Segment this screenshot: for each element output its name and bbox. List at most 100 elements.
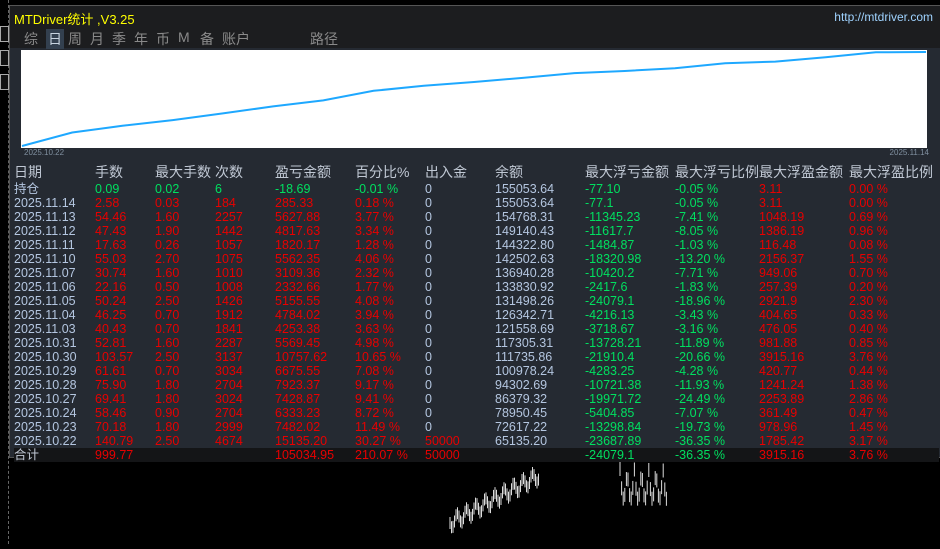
cell: 15135.20 — [275, 434, 328, 448]
column-header: 盈亏金额 — [275, 164, 331, 180]
cell: 0.90 — [155, 406, 180, 420]
cell: 3034 — [215, 364, 243, 378]
cell: 0.70 — [155, 364, 180, 378]
cell: 1.90 — [155, 224, 180, 238]
table-row: 2025.11.07 30.74 1.60 1010 3109.36 2.32 % 0 136… — [14, 266, 939, 280]
cell: 0.00 % — [849, 182, 888, 196]
cell: 5562.35 — [275, 252, 321, 266]
cell: 0 — [425, 196, 432, 210]
chart-start-date: 2025.10.22 — [24, 148, 65, 157]
table-row: 2025.10.30 103.57 2.50 3137 10757.62 10.65 % 0… — [14, 350, 939, 364]
cell: 404.65 — [759, 308, 798, 322]
tab-6[interactable]: 币 — [156, 31, 170, 47]
cell: -21910.4 — [585, 350, 635, 364]
tab-2[interactable]: 周 — [68, 31, 82, 47]
tab-9[interactable]: 账户 — [222, 31, 250, 47]
cell: 1.55 % — [849, 252, 888, 266]
cell: 1386.19 — [759, 224, 805, 238]
cell: 3.63 % — [355, 322, 394, 336]
tab-5[interactable]: 年 — [134, 31, 148, 47]
cell: 0.85 % — [849, 336, 888, 350]
cell: 3024 — [215, 392, 243, 406]
tab-0[interactable]: 综 — [24, 31, 38, 47]
cell: 6333.23 — [275, 406, 321, 420]
cell: 2025.11.06 — [14, 280, 76, 294]
table-row: 2025.10.27 69.41 1.80 3024 7428.87 9.41 % 0 863… — [14, 392, 939, 406]
cell: 111735.86 — [495, 350, 553, 364]
cell: -7.41 % — [675, 210, 719, 224]
cell: 1912 — [215, 308, 243, 322]
cell: 0.20 % — [849, 280, 888, 294]
table-row: 2025.10.22 140.79 2.50 4674 15135.20 30.27 % 5… — [14, 434, 939, 448]
cell: 2025.11.03 — [14, 322, 76, 336]
cell: 1785.42 — [759, 434, 805, 448]
cell: 1.77 % — [355, 280, 394, 294]
cell: 0.09 — [95, 182, 120, 196]
cell: -1.83 % — [675, 280, 719, 294]
cell: -1484.87 — [585, 238, 635, 252]
cell: 1075 — [215, 252, 243, 266]
cell: 155053.64 — [495, 182, 555, 196]
cell: -19971.72 — [585, 392, 642, 406]
cell: 126342.71 — [495, 308, 555, 322]
cell: 2.50 — [155, 294, 180, 308]
cell: -0.05 % — [675, 182, 719, 196]
column-header: 手数 — [95, 164, 123, 180]
cell: 2025.10.31 — [14, 336, 77, 350]
cell: 61.61 — [95, 364, 127, 378]
cell: -13298.84 — [585, 420, 642, 434]
table-row: 2025.11.11 17.63 0.26 1057 1820.17 1.28 % 0 144… — [14, 238, 939, 252]
cell: 1.80 — [155, 420, 180, 434]
cell: 75.90 — [95, 378, 127, 392]
cell: -20.66 % — [675, 350, 726, 364]
cell: 3.77 % — [355, 210, 394, 224]
table-row: 2025.11.04 46.25 0.70 1912 4784.02 3.94 % 0 126… — [14, 308, 939, 322]
cell: 6675.55 — [275, 364, 321, 378]
cell: 0 — [425, 378, 432, 392]
cell: 0 — [425, 280, 432, 294]
cell: 4.08 % — [355, 294, 394, 308]
tab-3[interactable]: 月 — [90, 31, 104, 47]
cell: 149140.43 — [495, 224, 555, 238]
table-row: 2025.11.03 40.43 0.70 1841 4253.38 3.63 % 0 121… — [14, 322, 939, 336]
cell: 2025.11.11 — [14, 238, 75, 252]
website-link[interactable]: http://mtdriver.com — [834, 10, 933, 24]
cell: 2025.11.10 — [14, 252, 76, 266]
cell: 2025.10.24 — [14, 406, 77, 420]
tab-1[interactable]: 日 — [46, 29, 64, 49]
cell: 2.30 % — [849, 294, 888, 308]
cell: 0 — [425, 266, 432, 280]
toolbar-button[interactable] — [0, 50, 9, 66]
cell: 5569.45 — [275, 336, 321, 350]
cell: 8.72 % — [355, 406, 394, 420]
column-header: 最大浮盈金额 — [759, 164, 843, 180]
cell: 0.70 — [155, 322, 180, 336]
column-header: 日期 — [14, 164, 42, 180]
toolbar-button[interactable] — [0, 26, 9, 42]
cell: 0 — [425, 224, 432, 238]
cell: 285.33 — [275, 196, 314, 210]
tab-4[interactable]: 季 — [112, 31, 126, 47]
cell: 2025.10.30 — [14, 350, 77, 364]
table-row: 2025.10.29 61.61 0.70 3034 6675.55 7.08 % 0 100… — [14, 364, 939, 378]
tab-8[interactable]: 备 — [200, 31, 214, 47]
cell — [155, 448, 215, 462]
cell: 0 — [425, 294, 432, 308]
cell: -4216.13 — [585, 308, 635, 322]
cell: 3.94 % — [355, 308, 394, 322]
cell: 47.43 — [95, 224, 127, 238]
toolbar-button[interactable] — [0, 74, 9, 90]
cell: 2025.11.07 — [14, 266, 76, 280]
tab-10[interactable]: 路径 — [310, 31, 338, 47]
cell: -13728.21 — [585, 336, 642, 350]
cell: -24.49 % — [675, 392, 726, 406]
table-row: 2025.10.31 52.81 1.60 2287 5569.45 4.98 % 0 117… — [14, 336, 939, 350]
cell: 0 — [425, 392, 432, 406]
cell: 3109.36 — [275, 266, 321, 280]
tab-7[interactable]: M — [178, 29, 190, 45]
cell: 0 — [425, 406, 432, 420]
cell: -77.1 — [585, 196, 614, 210]
cell: 4674 — [215, 434, 243, 448]
cell: 3137 — [215, 350, 243, 364]
cell: 50000 — [425, 448, 495, 462]
